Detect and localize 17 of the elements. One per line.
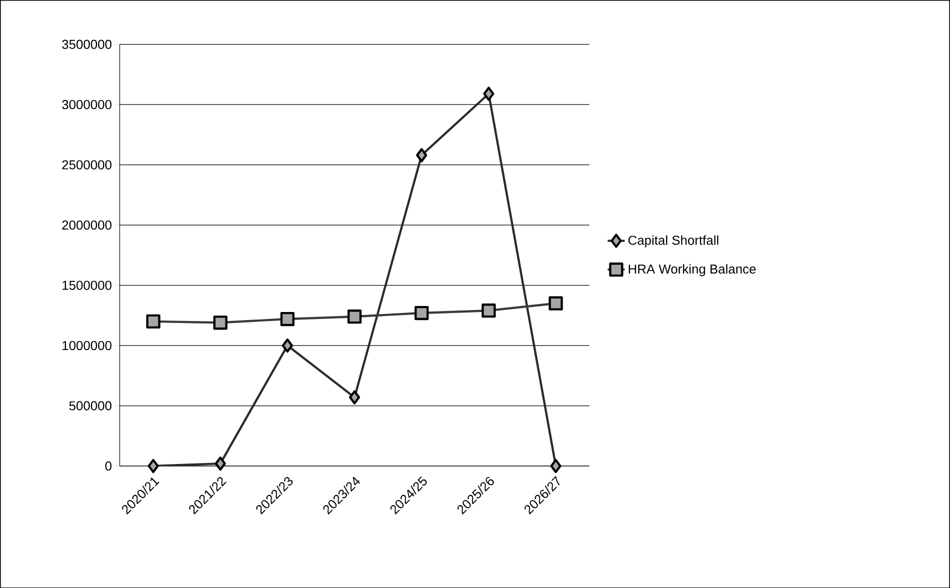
y-tick-label: 2000000 xyxy=(62,220,112,230)
y-tick-label: 500000 xyxy=(69,401,112,410)
point xyxy=(148,458,159,473)
y-tick-label: 3000000 xyxy=(62,100,112,110)
legend-label: HRA Working Balance xyxy=(628,264,756,276)
legend-label: Capital Shortfall xyxy=(628,235,718,248)
point xyxy=(348,390,360,404)
point xyxy=(483,86,494,101)
y-tick-label: 1500000 xyxy=(62,280,112,290)
point xyxy=(550,458,562,473)
y-tick-label: 2500000 xyxy=(62,160,112,170)
point xyxy=(214,456,226,471)
point xyxy=(416,148,428,162)
y-tick-label: 1000000 xyxy=(62,340,112,350)
y-tick-label: 0 xyxy=(105,461,112,470)
point xyxy=(282,338,294,352)
y-tick-label: 3500000 xyxy=(62,40,112,49)
